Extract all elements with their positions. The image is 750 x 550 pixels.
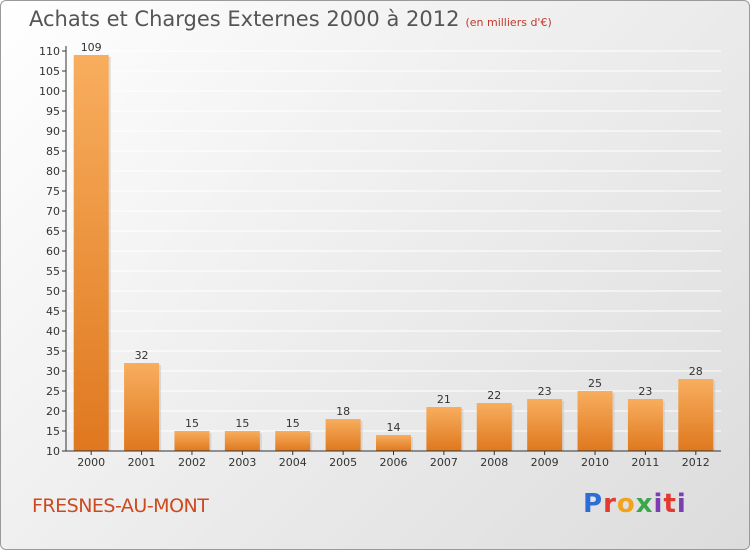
x-tick-label: 2011 <box>631 456 659 469</box>
y-tick-label: 85 <box>46 145 60 158</box>
y-tick-label: 45 <box>46 305 60 318</box>
grid-layer <box>66 50 721 452</box>
axis-layer: 10 15 20 25 30 35 40 45 50 55 60 65 70 75 80 85 90 95 100 1… <box>39 45 721 469</box>
y-tick-label: 35 <box>46 345 60 358</box>
data-label: 18 <box>336 405 350 418</box>
data-label: 15 <box>185 417 199 430</box>
x-tick-label: 2005 <box>329 456 357 469</box>
bar <box>678 379 714 451</box>
title-text: Achats et Charges Externes 2000 à 2012 <box>29 7 460 31</box>
x-tick-label: 2001 <box>128 456 156 469</box>
data-label: 23 <box>538 385 552 398</box>
data-label: 25 <box>588 377 602 390</box>
data-label: 32 <box>135 349 149 362</box>
x-tick-label: 2000 <box>77 456 105 469</box>
bar <box>73 55 109 451</box>
bar <box>426 407 462 451</box>
y-tick-label: 65 <box>46 225 60 238</box>
y-tick-label: 10 <box>46 445 60 458</box>
y-tick-label: 95 <box>46 105 60 118</box>
y-tick-label: 80 <box>46 165 60 178</box>
y-tick-label: 40 <box>46 325 60 338</box>
y-tick-label: 90 <box>46 125 60 138</box>
bar <box>476 403 512 451</box>
bar <box>376 435 411 451</box>
bar <box>124 363 160 451</box>
y-tick-label: 105 <box>39 65 60 78</box>
x-tick-label: 2004 <box>279 456 307 469</box>
y-tick-label: 100 <box>39 85 60 98</box>
x-tick-label: 2007 <box>430 456 458 469</box>
data-label: 23 <box>638 385 652 398</box>
data-label: 21 <box>437 393 451 406</box>
data-label: 28 <box>689 365 703 378</box>
bar <box>627 399 663 451</box>
y-tick-label: 55 <box>46 265 60 278</box>
y-tick-label: 50 <box>46 285 60 298</box>
bar <box>224 431 260 451</box>
bar <box>325 419 361 451</box>
unit-label: (en milliers d'€) <box>465 16 552 29</box>
y-tick-label: 15 <box>46 425 60 438</box>
bar <box>174 431 210 451</box>
y-tick-label: 75 <box>46 185 60 198</box>
y-tick-label: 30 <box>46 365 60 378</box>
data-label: 22 <box>487 389 501 402</box>
x-tick-label: 2003 <box>228 456 256 469</box>
x-tick-label: 2008 <box>480 456 508 469</box>
chart-title: Achats et Charges Externes 2000 à 2012 (e… <box>29 7 552 31</box>
commune-name: FRESNES-AU-MONT <box>32 495 209 517</box>
bar <box>527 399 563 451</box>
x-tick-label: 2002 <box>178 456 206 469</box>
y-tick-label: 110 <box>39 45 60 58</box>
bar-layer: 109 32 15 15 15 18 14 21 22 23 25 23 28 <box>73 41 716 451</box>
proxiti-logo: Proxiti <box>583 489 687 519</box>
x-tick-label: 2009 <box>531 456 559 469</box>
y-tick-label: 25 <box>46 385 60 398</box>
data-label: 109 <box>81 41 102 54</box>
bar <box>275 431 311 451</box>
data-label: 15 <box>235 417 249 430</box>
y-tick-label: 20 <box>46 405 60 418</box>
data-label: 15 <box>286 417 300 430</box>
data-label: 14 <box>387 421 401 434</box>
x-tick-label: 2012 <box>682 456 710 469</box>
bar <box>577 391 613 451</box>
x-tick-label: 2006 <box>380 456 408 469</box>
y-tick-label: 60 <box>46 245 60 258</box>
y-tick-label: 70 <box>46 205 60 218</box>
x-tick-label: 2010 <box>581 456 609 469</box>
